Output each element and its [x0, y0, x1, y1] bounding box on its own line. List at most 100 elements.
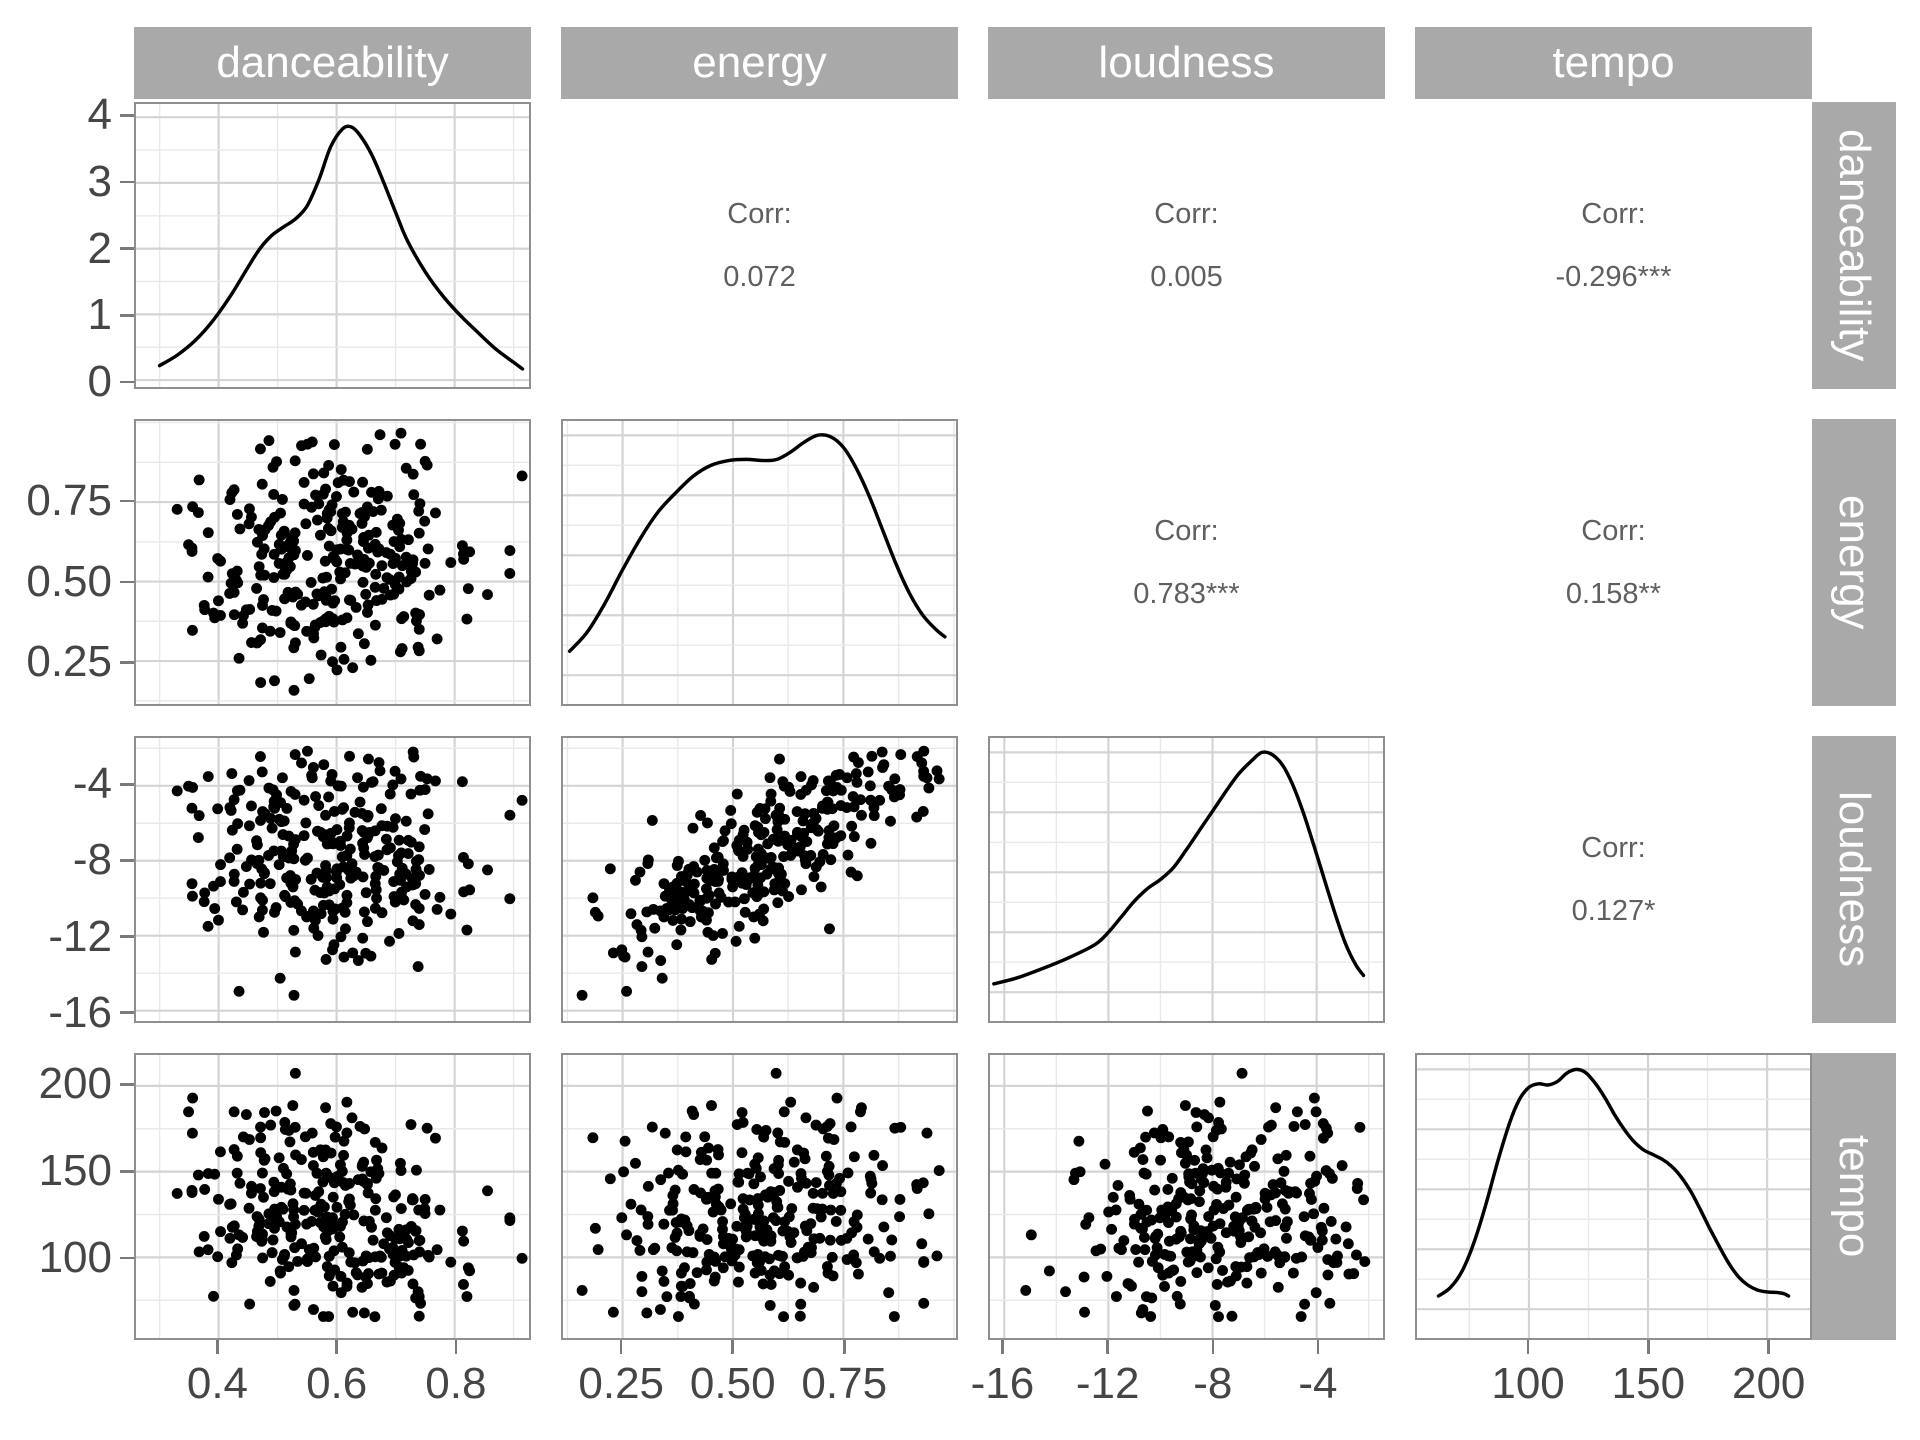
column-strip-energy: energy: [561, 27, 958, 99]
x-tick-label: -8: [1193, 1359, 1233, 1408]
scatter-points: [1020, 1067, 1371, 1323]
x-axis-tick: [216, 1340, 219, 1354]
y-axis-tick: [120, 1083, 134, 1086]
y-tick-label: 150: [38, 1146, 112, 1196]
panel-scatter-energy-vs-loudness: [561, 736, 958, 1023]
panel-scatter-energy-vs-tempo: [561, 1053, 958, 1340]
x-tick-label: 0.75: [801, 1359, 888, 1408]
y-axis-tick: [120, 783, 134, 786]
column-strip-label: tempo: [1552, 38, 1675, 87]
panel-scatter-loudness-vs-tempo: [988, 1053, 1385, 1340]
column-strip-tempo: tempo: [1415, 27, 1812, 99]
corr-value: -0.296***: [1555, 260, 1672, 293]
row-strip-danceability: danceability: [1812, 102, 1896, 389]
corr-label: Corr:: [727, 197, 792, 230]
column-strip-loudness: loudness: [988, 27, 1385, 99]
column-strip-danceability: danceability: [134, 27, 531, 99]
y-tick-label: -16: [48, 987, 112, 1037]
column-strip-label: danceability: [216, 38, 449, 87]
panel-scatter-danceability-vs-energy: [134, 419, 531, 706]
scatter-points: [576, 1067, 945, 1323]
y-tick-label: 0.50: [26, 556, 112, 606]
row-strip-energy: energy: [1812, 419, 1896, 706]
x-tick-label: -16: [970, 1359, 1035, 1408]
x-axis-tick: [454, 1340, 458, 1354]
corr-cell-energy-tempo: Corr: 0.158**: [1415, 419, 1812, 706]
x-axis-tick: [843, 1340, 846, 1354]
column-strip-label: energy: [692, 38, 827, 87]
x-axis-tick: [1767, 1340, 1770, 1354]
panel-scatter-danceability-vs-tempo: [134, 1053, 531, 1340]
row-strip-label: tempo: [1830, 1135, 1879, 1258]
y-axis-tick: [120, 935, 134, 938]
x-axis-tick: [619, 1340, 623, 1354]
corr-cell-energy-loudness: Corr: 0.783***: [988, 419, 1385, 706]
corr-value: 0.005: [1150, 260, 1223, 293]
column-strip-label: loudness: [1098, 38, 1275, 87]
corr-label: Corr:: [1581, 514, 1646, 547]
corr-cell-danceability-energy: Corr: 0.072: [561, 102, 958, 389]
y-axis-tick: [120, 580, 134, 584]
x-axis-tick: [1647, 1340, 1650, 1354]
x-axis-tick: [1106, 1340, 1109, 1354]
x-tick-label: 200: [1731, 1359, 1806, 1408]
y-axis-tick: [120, 1256, 134, 1260]
scatter-points: [576, 745, 945, 1001]
x-axis-tick: [731, 1340, 734, 1354]
y-tick-label: 0.75: [26, 476, 112, 526]
x-tick-label: 150: [1611, 1359, 1686, 1408]
y-axis-tick: [120, 314, 134, 317]
panel-scatter-danceability-vs-loudness: [134, 736, 531, 1023]
x-tick-label: 0.25: [578, 1359, 665, 1408]
corr-label: Corr:: [1581, 831, 1646, 864]
y-axis-tick: [120, 247, 134, 250]
corr-cell-danceability-tempo: Corr: -0.296***: [1415, 102, 1812, 389]
y-tick-label: 0.25: [26, 637, 112, 687]
y-axis-tick: [120, 499, 134, 503]
scatter-points: [171, 745, 528, 1001]
x-tick-label: 0.4: [186, 1359, 249, 1408]
y-axis-tick: [120, 859, 134, 862]
x-tick-label: -4: [1298, 1359, 1338, 1408]
corr-value: 0.127*: [1571, 894, 1656, 927]
panel-density-tempo: [1415, 1053, 1812, 1340]
y-axis-tick: [120, 1170, 134, 1173]
y-tick-label: -8: [72, 835, 112, 885]
y-axis-tick: [120, 1011, 134, 1014]
density-curve-danceability: [157, 124, 525, 371]
x-tick-label: 100: [1491, 1359, 1565, 1408]
corr-label: Corr:: [1581, 197, 1646, 230]
y-tick-label: -12: [48, 911, 112, 961]
corr-label: Corr:: [1154, 514, 1219, 547]
scatter-points: [171, 1067, 528, 1323]
x-axis-tick: [1316, 1340, 1320, 1354]
y-tick-label: -4: [72, 759, 112, 809]
y-axis-tick: [120, 114, 134, 117]
x-tick-label: -12: [1075, 1359, 1140, 1408]
y-tick-label: 200: [38, 1059, 112, 1109]
corr-value: 0.158**: [1565, 577, 1662, 610]
corr-value: 0.783***: [1133, 577, 1240, 610]
row-strip-label: danceability: [1830, 129, 1879, 362]
y-tick-label: 2: [87, 223, 112, 273]
x-axis-tick: [1001, 1340, 1004, 1354]
y-tick-label: 100: [38, 1233, 112, 1283]
scatter-points: [171, 427, 528, 696]
y-axis-tick: [120, 661, 134, 664]
x-tick-label: 0.6: [306, 1359, 368, 1408]
corr-cell-loudness-tempo: Corr: 0.127*: [1415, 736, 1812, 1023]
density-curve-tempo: [1436, 1067, 1791, 1298]
density-curve-energy: [567, 433, 947, 653]
corr-label: Corr:: [1154, 197, 1219, 230]
corr-cell-danceability-loudness: Corr: 0.005: [988, 102, 1385, 389]
y-tick-label: 0: [87, 357, 112, 406]
y-tick-label: 4: [87, 90, 112, 140]
panel-density-energy: [561, 419, 958, 706]
corr-value: 0.072: [723, 260, 796, 293]
panel-density-loudness: [988, 736, 1385, 1023]
density-curve-loudness: [992, 750, 1366, 986]
x-tick-label: 0.50: [689, 1359, 776, 1408]
x-axis-tick: [1211, 1340, 1215, 1354]
y-axis-tick: [120, 180, 134, 184]
